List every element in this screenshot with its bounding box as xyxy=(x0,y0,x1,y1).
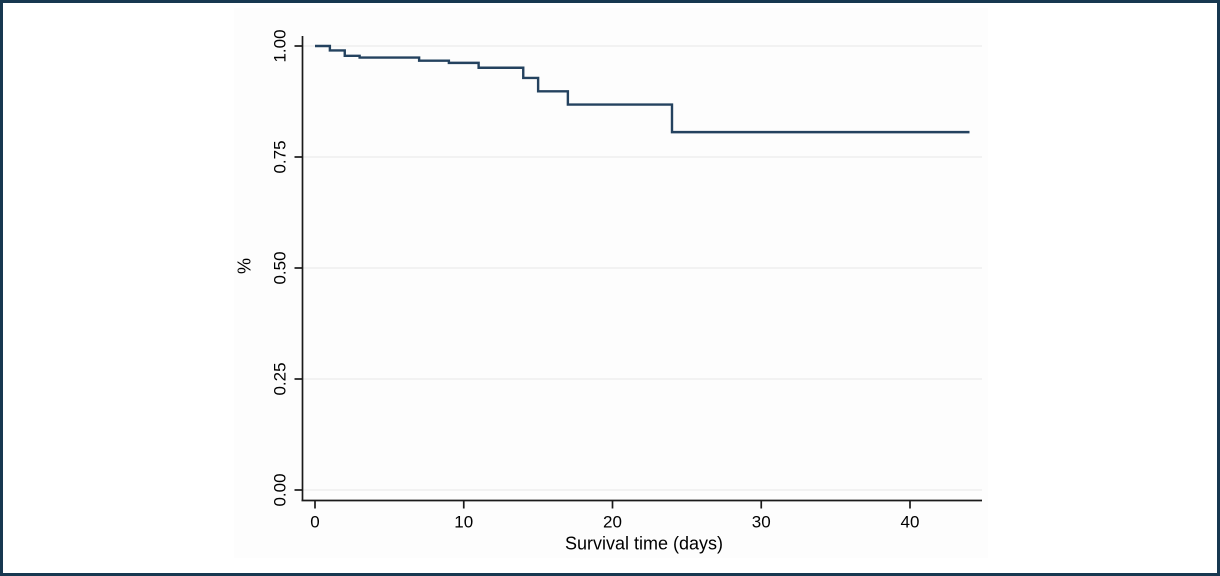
y-tick-label: 0.25 xyxy=(271,362,290,395)
survival-chart: 0.00 0.25 0.50 0.75 1.00 0 10 20 30 40 xyxy=(271,29,982,532)
y-axis-title: % xyxy=(234,257,255,275)
x-tick-label: 10 xyxy=(454,513,473,532)
survival-curve xyxy=(315,44,970,134)
x-axis-title: Survival time (days) xyxy=(564,533,724,554)
y-tick-label: 0.75 xyxy=(271,140,290,173)
y-tick-label: 0.50 xyxy=(271,251,290,284)
graph-region xyxy=(234,8,988,558)
x-tick-label: 40 xyxy=(901,513,920,532)
x-tick-label: 0 xyxy=(310,513,319,532)
x-tick-label: 20 xyxy=(603,513,622,532)
x-tick-label: 30 xyxy=(752,513,771,532)
y-tick-label: 1.00 xyxy=(271,29,290,62)
y-tick-label: 0.00 xyxy=(271,473,290,506)
